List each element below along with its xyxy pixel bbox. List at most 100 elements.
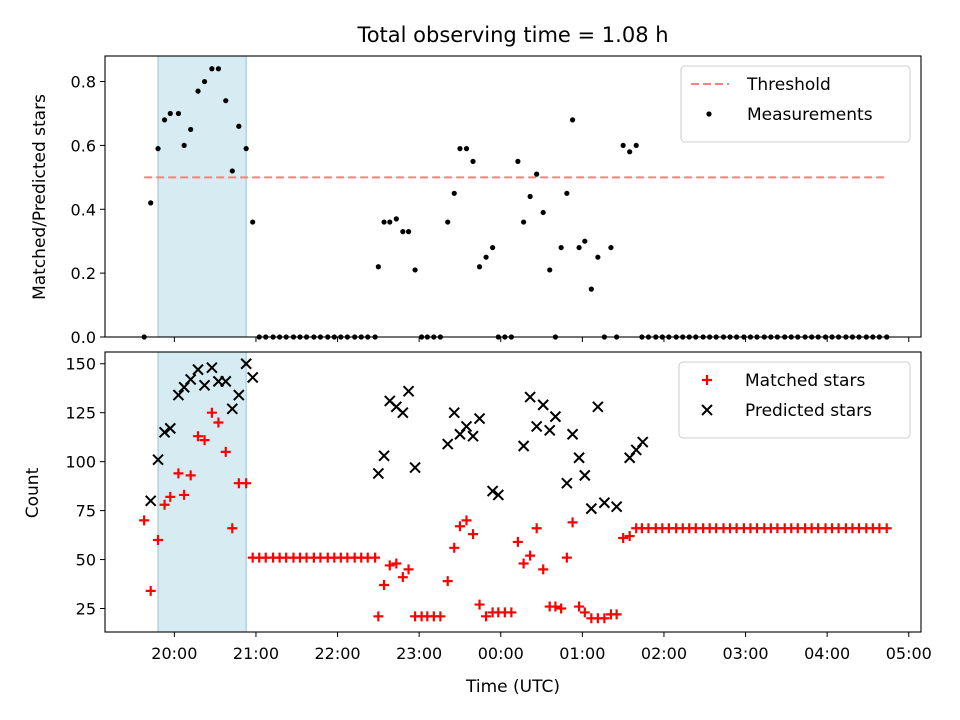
data-point: [620, 142, 626, 149]
data-point: [161, 117, 168, 123]
data-point: [220, 446, 231, 457]
data-point: [534, 171, 540, 177]
axes-frame: [104, 351, 922, 633]
legend-label: Threshold: [746, 75, 831, 95]
data-point: [569, 117, 576, 123]
data-point: [148, 200, 154, 206]
data-point: [201, 78, 208, 85]
y-tick-label: 25: [76, 600, 96, 619]
data-point: [226, 403, 239, 415]
data-point: [490, 244, 496, 251]
data-point: [165, 491, 176, 502]
legend-label: Matched stars: [745, 371, 865, 391]
data-point: [192, 363, 204, 376]
data-point: [241, 478, 252, 489]
shaded-region: [157, 55, 247, 338]
data-point: [588, 286, 594, 292]
data-point: [206, 407, 217, 418]
data-point: [556, 603, 567, 614]
data-point: [579, 607, 590, 618]
data-point: [236, 123, 242, 129]
data-point: [474, 599, 485, 610]
data-point: [448, 406, 460, 419]
x-tick-label: 21:00: [233, 644, 279, 663]
legend-marker: [706, 111, 712, 117]
data-point: [517, 440, 530, 452]
data-point: [139, 515, 150, 526]
data-point: [378, 450, 390, 462]
data-point: [223, 98, 229, 104]
data-point: [184, 373, 197, 386]
data-point: [530, 420, 543, 433]
data-point: [461, 515, 472, 526]
legend: Matched stars Predicted stars: [678, 361, 911, 439]
bottom-axes: 25 50 75 100 125 150 20:00 21:00 22:00 23:00 00:00…: [65, 351, 932, 663]
data-point: [442, 438, 454, 450]
data-point: [585, 502, 598, 515]
data-point: [468, 529, 479, 540]
data-point: [167, 110, 173, 117]
data-point: [164, 422, 176, 435]
data-point: [592, 401, 604, 413]
data-point: [412, 267, 418, 273]
shaded-region: [157, 351, 247, 633]
data-point: [185, 470, 196, 481]
x-tick-label: 00:00: [478, 644, 524, 663]
data-point: [481, 611, 492, 622]
data-point: [250, 219, 256, 225]
data-point: [220, 375, 232, 388]
series-measurements: [141, 66, 890, 340]
data-point: [246, 371, 259, 384]
data-point: [381, 219, 387, 225]
y-tick-label: 100: [65, 453, 96, 472]
data-point: [384, 560, 395, 571]
axes-frame: [104, 55, 922, 338]
data-point: [566, 428, 579, 440]
data-point: [627, 149, 633, 155]
data-point: [561, 552, 572, 563]
x-tick-label: 04:00: [804, 644, 850, 663]
data-point: [515, 158, 521, 164]
data-point: [227, 523, 238, 534]
data-point: [512, 536, 523, 547]
data-point: [195, 88, 201, 94]
legend: Threshold Measurements: [680, 65, 911, 143]
data-point: [531, 523, 542, 534]
data-point: [209, 66, 215, 72]
x-tick-label: 02:00: [641, 644, 687, 663]
data-point: [400, 229, 406, 235]
data-point: [610, 500, 623, 513]
series-predicted-stars: [144, 358, 649, 515]
data-point: [611, 609, 622, 620]
data-point: [397, 572, 408, 583]
data-point: [229, 168, 235, 174]
data-point: [198, 379, 211, 391]
data-point: [159, 499, 170, 510]
data-point: [518, 558, 529, 569]
data-point: [527, 193, 533, 200]
ylabel-bottom: Count: [23, 467, 43, 518]
data-point: [550, 601, 561, 612]
legend-label: Measurements: [747, 105, 873, 125]
data-point: [379, 580, 390, 591]
ylabel-top: Matched/Predicted stars: [30, 94, 50, 300]
data-point: [561, 477, 573, 489]
data-point: [624, 531, 635, 542]
xlabel: Time (UTC): [465, 677, 560, 697]
data-point: [549, 410, 562, 423]
data-point: [598, 497, 611, 509]
x-tick-label: 01:00: [559, 644, 605, 663]
data-point: [582, 238, 588, 244]
legend-box: [680, 65, 911, 143]
data-point: [206, 361, 218, 374]
data-point: [393, 216, 399, 222]
data-point: [155, 146, 161, 152]
data-point: [579, 469, 591, 482]
data-point: [567, 517, 578, 528]
data-point: [435, 611, 446, 622]
data-point: [473, 412, 486, 425]
data-point: [387, 219, 393, 225]
top-axes: 0.0 0.2 0.4 0.6 0.8 Threshold Measurements: [71, 55, 922, 347]
data-point: [153, 534, 164, 545]
data-point: [544, 424, 556, 437]
